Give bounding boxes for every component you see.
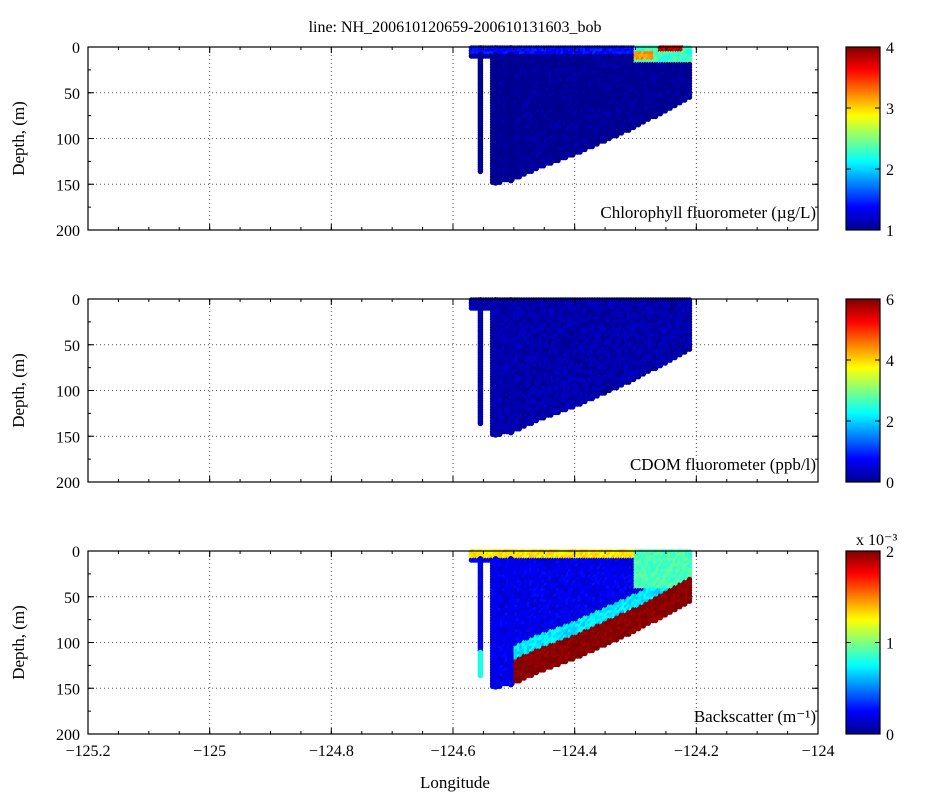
- colorbar-tick-label: 2: [886, 162, 894, 179]
- data-point: [508, 177, 514, 184]
- data-point: [488, 53, 494, 59]
- panel-1: 0 50 100 150 200 Depth, (m) Chlorophyll fluoro…: [9, 40, 894, 240]
- colorbar-gradient: [845, 46, 881, 231]
- y-tick-label: 0: [72, 40, 80, 57]
- data-point: [477, 168, 484, 175]
- y-axis-label: Depth, (m): [9, 101, 28, 176]
- data-point: [687, 94, 693, 100]
- data-points: [468, 45, 693, 186]
- chart-title: line: NH_200610120659-200610131603_bob: [309, 19, 602, 36]
- colorbar-tick-label: 1: [886, 223, 894, 240]
- colorbar-tick-label: 3: [886, 101, 894, 118]
- panel-annotation: Chlorophyll fluorometer (µg/L): [600, 203, 816, 222]
- y-tick-label: 200: [56, 223, 80, 240]
- colorbar: 1 2 3 4: [845, 40, 894, 240]
- data-point: [492, 180, 499, 186]
- colorbar-tick-label: 4: [886, 40, 894, 57]
- y-tick-label: 150: [56, 177, 80, 194]
- y-tick-label: 100: [56, 132, 80, 149]
- y-tick-label: 50: [64, 86, 80, 103]
